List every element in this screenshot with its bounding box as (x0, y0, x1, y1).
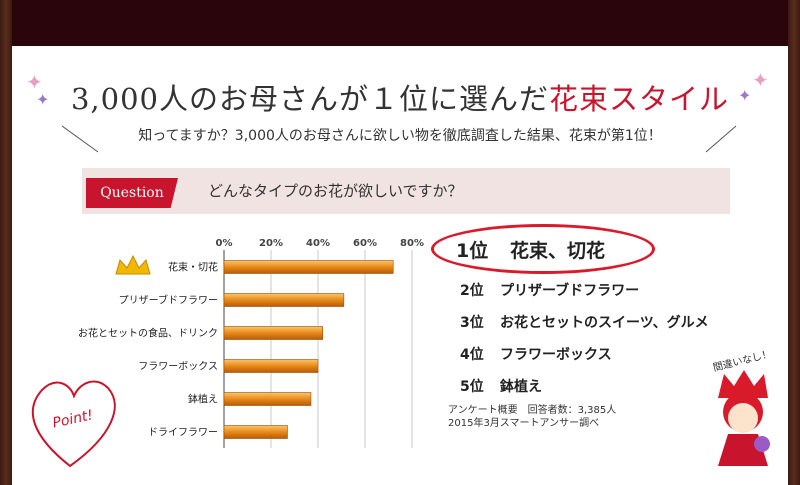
sparkle-icon: ✦ (36, 90, 50, 109)
rank-item-3: 3位 お花とセットのスイーツ、グルメ (460, 312, 709, 332)
rank-label: お花とセットのスイーツ、グルメ (500, 315, 709, 331)
heart-icon (31, 380, 116, 468)
content-panel: ✦ ✦ ✦ ✦ 3,000人のお母さんが１位に選んだ花束スタイル 知ってますか？… (12, 46, 788, 485)
tick-label: 0% (216, 238, 233, 249)
crown-icon (115, 254, 151, 275)
tick-label: 60% (353, 238, 377, 249)
bar (223, 359, 319, 373)
rank-pos: 5位 (460, 379, 484, 395)
top-bar (0, 0, 800, 46)
survey-note-line2: 2015年3月スマートアンサー調べ (448, 418, 600, 429)
rank-item-4: 4位 フラワーボックス (460, 344, 612, 364)
question-band (82, 168, 730, 214)
decor-line-right (705, 125, 737, 153)
category-label: プリザーブドフラワー (119, 294, 218, 307)
bar (223, 260, 394, 274)
page-subtitle: 知ってますか？3,000人のお母さんに欲しい物を徹底調査した結果、花束が第1位！ (138, 128, 662, 144)
mascot-face (728, 403, 758, 433)
bar (223, 392, 312, 406)
rank-label: フラワーボックス (500, 347, 612, 363)
title-accent: 花束スタイル (549, 82, 730, 116)
page-title: 3,000人のお母さんが１位に選んだ花束スタイル (12, 76, 788, 118)
category-label: フラワーボックス (138, 361, 218, 373)
tick-label: 40% (306, 238, 330, 249)
sparkle-icon: ✦ (738, 86, 752, 105)
rank-label: プリザーブドフラワー (500, 283, 640, 299)
bar (223, 326, 323, 340)
rank-item-5: 5位 鉢植え (460, 376, 542, 396)
rank-pos: 4位 (460, 347, 484, 363)
question-text: どんなタイプのお花が欲しいですか？ (208, 182, 463, 200)
survey-note: アンケート概要 回答者数：3,385人 2015年3月スマートアンサー調べ (448, 404, 616, 430)
rank-item-1: 1位 花束、切花 (456, 236, 605, 263)
bar (223, 425, 288, 439)
bar-chart: 0% 20% 40% 60% 80% 花束・切花プリザーブドフラワーお花とセットの食品、ド… (31, 125, 770, 468)
rank-item-2: 2位 プリザーブドフラワー (460, 280, 639, 300)
rank1-highlight-oval (431, 224, 655, 274)
wood-frame-right (788, 0, 800, 485)
sparkle-icon: ✦ (26, 70, 43, 94)
category-label: お花とセットの食品、ドリンク (78, 327, 218, 340)
tick-label: 80% (400, 238, 424, 249)
category-label: 花束・切花 (168, 261, 218, 274)
rank-pos: 1位 (456, 240, 489, 262)
rank-pos: 3位 (460, 315, 484, 331)
sparkle-icon: ✦ (752, 68, 769, 92)
survey-note-line1: アンケート概要 回答者数：3,385人 (448, 405, 617, 416)
rank-label: 鉢植え (500, 379, 542, 395)
wood-frame-left (0, 0, 12, 485)
bar (223, 293, 345, 307)
rank-pos: 2位 (460, 283, 484, 299)
title-main: 3,000人のお母さんが１位に選んだ (70, 82, 549, 116)
tick-label: 20% (259, 238, 283, 249)
mascot-hood (718, 370, 768, 398)
decor-line-left (61, 125, 99, 153)
category-label: ドライフラワー (148, 427, 218, 439)
category-label: 鉢植え (188, 393, 218, 406)
flower-bouquet-icon (754, 436, 770, 452)
question-tag: Question (86, 178, 178, 208)
rank-label: 花束、切花 (510, 240, 606, 262)
point-text: Point! (51, 407, 94, 431)
